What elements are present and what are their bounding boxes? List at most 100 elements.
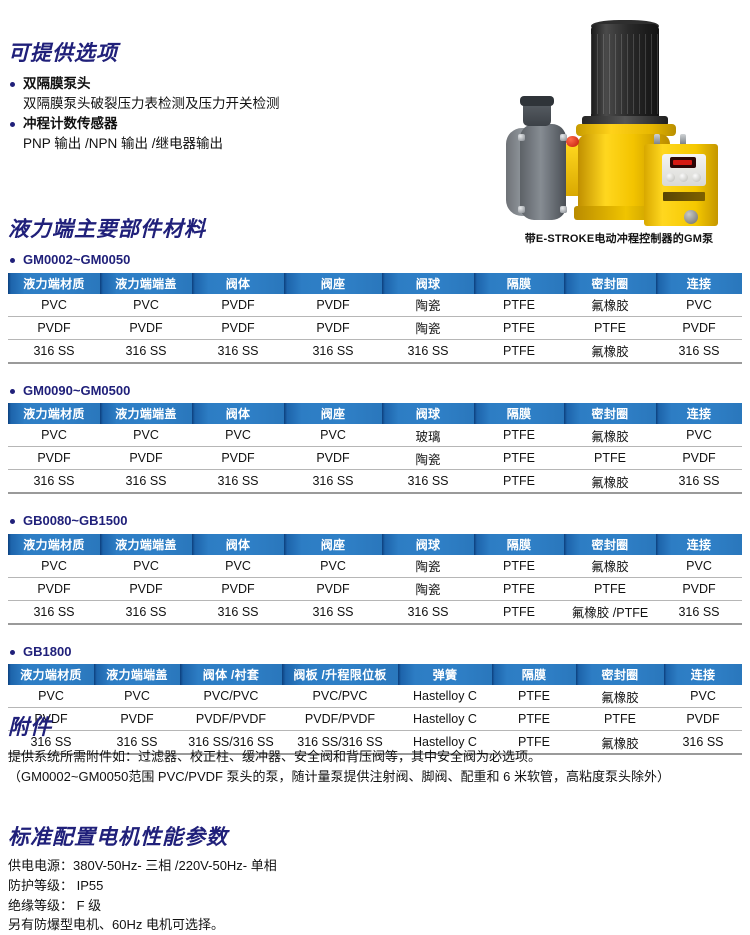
options-section: 可提供选项 双隔膜泵头 双隔膜泵头破裂压力表检测及压力开关检测 冲程计数传感器 … <box>8 42 408 154</box>
cell: 316 SS <box>656 469 742 495</box>
cell: PVC/PVC <box>180 685 282 709</box>
cell: 氟橡胶 <box>564 339 656 364</box>
accessories-line-2: （GM0002~GM0050范围 PVC/PVDF 泵头的泵，随计量泵提供注射阀… <box>8 769 671 785</box>
cell: 316 SS <box>382 600 474 625</box>
cell: PTFE <box>564 446 656 471</box>
table-row: PVC PVC PVDF PVDF 陶瓷 PTFE 氟橡胶 PVC <box>8 293 742 317</box>
table-gm0090-gm0500: 液力端材质 液力端端盖 阀体 阀座 阀球 隔膜 密封圈 连接 PVC PVC P <box>8 403 742 495</box>
column-header: 隔膜 <box>474 272 564 294</box>
cell: 316 SS <box>284 339 382 364</box>
cell: 316 SS <box>8 469 100 495</box>
cell: PVC <box>8 293 100 317</box>
column-header: 阀板 /升程限位板 <box>282 664 398 686</box>
column-header: 液力端材质 <box>8 533 100 555</box>
accessories-section: 附件 提供系统所需附件如：过滤器、校正柱、缓冲器、安全阀和背压阀等，其中安全阀为… <box>8 716 742 787</box>
cell: PTFE <box>564 577 656 601</box>
red-indicator-cap <box>566 136 579 147</box>
cell: PVDF <box>100 446 192 471</box>
controller-button <box>666 173 675 182</box>
material-table-group: GM0090~GM0500 液力端材质 液力端端盖 阀体 阀座 阀球 隔膜 密封… <box>8 383 742 495</box>
column-header: 阀体 /衬套 <box>180 664 282 686</box>
controller-stud <box>654 134 660 146</box>
material-table-group: GB1800 液力端材质 液力端端盖 阀体 /衬套 阀板 /升程限位板 弹簧 隔… <box>8 644 742 756</box>
cell: PVDF <box>664 707 742 732</box>
cell: PVDF <box>192 293 284 317</box>
cell: PVC <box>664 685 742 709</box>
cell: PTFE <box>474 577 564 601</box>
cell: 陶瓷 <box>382 577 474 601</box>
option-sub-label: 双隔膜泵头破裂压力表检测及压力开关检测 <box>23 95 280 111</box>
cell: PVC <box>100 424 192 448</box>
column-header: 阀座 <box>284 272 382 294</box>
cell: 氟橡胶 <box>564 424 656 448</box>
head-bolt <box>518 206 525 213</box>
table-row: 316 SS 316 SS 316 SS/316 SS 316 SS/316 S… <box>8 730 742 756</box>
table-header-row: 液力端材质 液力端端盖 阀体 阀座 阀球 隔膜 密封圈 连接 <box>8 403 742 425</box>
cell: 316 SS/316 SS <box>180 730 282 756</box>
cell: Hastelloy C <box>398 685 492 709</box>
cell: 氟橡胶 <box>576 685 664 709</box>
cell: PVC <box>284 424 382 448</box>
cell: PVDF <box>8 446 100 471</box>
controller-cable-gland <box>684 210 698 224</box>
motor-cooling-fins <box>591 34 659 114</box>
list-item: 供电电源：380V-50Hz- 三相 /220V-50Hz- 单相 <box>8 858 277 874</box>
cell: 316 SS <box>656 339 742 364</box>
column-header: 隔膜 <box>474 533 564 555</box>
cell: 316 SS <box>100 339 192 364</box>
list-item: 冲程计数传感器 PNP 输出 /NPN 输出 /继电器输出 <box>8 114 408 153</box>
cell: 316 SS <box>100 469 192 495</box>
photo-caption: 带E-STROKE电动冲程控制器的GM泵 <box>524 233 714 245</box>
cell: PVDF <box>192 316 284 340</box>
column-header: 液力端端盖 <box>100 403 192 425</box>
column-header: 连接 <box>656 533 742 555</box>
controller-led-display <box>670 157 696 168</box>
cell: PVC <box>656 424 742 448</box>
option-sub-label: PNP 输出 /NPN 输出 /继电器输出 <box>23 135 224 151</box>
cell: PVDF <box>284 316 382 340</box>
motor-params-section: 标准配置电机性能参数 供电电源：380V-50Hz- 三相 /220V-50Hz… <box>8 826 742 935</box>
cell: PVC <box>192 554 284 578</box>
cell: PVDF <box>94 707 180 732</box>
cell: Hastelloy C <box>398 707 492 732</box>
table-row: PVDF PVDF PVDF PVDF 陶瓷 PTFE PTFE PVDF <box>8 446 742 471</box>
product-photo-figure: 带E-STROKE电动冲程控制器的GM泵 <box>448 16 750 248</box>
controller-button <box>679 173 688 182</box>
cell: PVC <box>656 554 742 578</box>
cell: 316 SS <box>100 600 192 625</box>
table-header-row: 液力端材质 液力端端盖 阀体 阀座 阀球 隔膜 密封圈 连接 <box>8 272 742 294</box>
column-header: 连接 <box>664 664 742 686</box>
gearbox-flange <box>576 124 676 136</box>
table-gb0080-gb1500: 液力端材质 液力端端盖 阀体 阀座 阀球 隔膜 密封圈 连接 PVC PVC P <box>8 533 742 625</box>
cell: PVDF <box>8 577 100 601</box>
cell: PTFE <box>474 446 564 471</box>
cell: 玻璃 <box>382 424 474 448</box>
table-row: PVC PVC PVC PVC 玻璃 PTFE 氟橡胶 PVC <box>8 424 742 448</box>
cell: PVDF <box>656 316 742 340</box>
table-row: 316 SS 316 SS 316 SS 316 SS 316 SS PTFE … <box>8 600 742 625</box>
cell: PVDF/PVDF <box>180 707 282 732</box>
list-item: 另有防爆型电机、60Hz 电机可选择。 <box>8 917 224 933</box>
cell: PTFE <box>474 424 564 448</box>
cell: PVC <box>284 554 382 578</box>
cell: PVC <box>8 554 100 578</box>
options-list: 双隔膜泵头 双隔膜泵头破裂压力表检测及压力开关检测 冲程计数传感器 PNP 输出… <box>8 74 408 153</box>
cell: PTFE <box>474 293 564 317</box>
pump-photo <box>448 16 750 228</box>
column-header: 密封圈 <box>564 272 656 294</box>
material-table-group: GM0002~GM0050 液力端材质 液力端端盖 阀体 阀座 阀球 隔膜 密封… <box>8 252 742 364</box>
cell: PVDF <box>192 446 284 471</box>
motor-body <box>591 24 659 120</box>
column-header: 隔膜 <box>492 664 576 686</box>
cell: PTFE <box>576 707 664 732</box>
column-header: 液力端端盖 <box>94 664 180 686</box>
motor-params-list: 供电电源：380V-50Hz- 三相 /220V-50Hz- 单相 防护等级： … <box>8 856 742 935</box>
column-header: 隔膜 <box>474 403 564 425</box>
cell: PVC <box>8 424 100 448</box>
column-header: 阀体 <box>192 403 284 425</box>
table-label: GB1800 <box>8 644 742 660</box>
cell: PTFE <box>492 707 576 732</box>
controller-button <box>692 173 701 182</box>
column-header: 液力端材质 <box>8 403 100 425</box>
cell: 316 SS <box>192 469 284 495</box>
